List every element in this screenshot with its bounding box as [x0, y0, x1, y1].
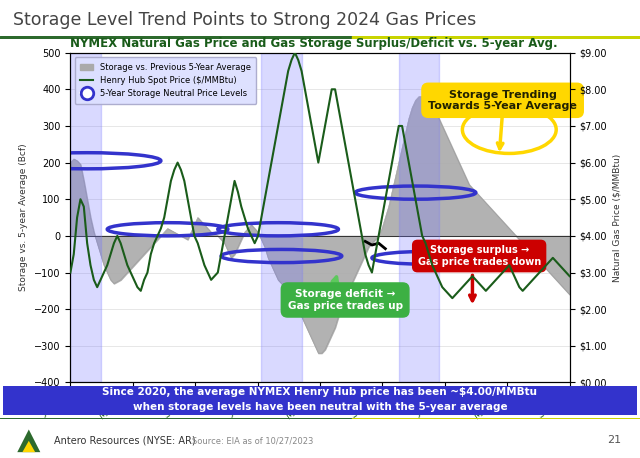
- Text: Storage Level Trend Points to Strong 2024 Gas Prices: Storage Level Trend Points to Strong 202…: [13, 11, 476, 29]
- Text: Storage surplus →
Gas price trades down: Storage surplus → Gas price trades down: [417, 245, 541, 267]
- Text: NYMEX Natural Gas Price and Gas Storage Surplus/Deficit vs. 5-year Avg.: NYMEX Natural Gas Price and Gas Storage …: [70, 37, 558, 50]
- Legend: Storage vs. Previous 5-Year Average, Henry Hub Spot Price ($/MMBtu), 5-Year Stor: Storage vs. Previous 5-Year Average, Hen…: [75, 57, 257, 104]
- Bar: [0, 36, 352, 39]
- Text: 21: 21: [607, 436, 621, 445]
- Y-axis label: Natural Gas Price ($/MMBtu): Natural Gas Price ($/MMBtu): [612, 153, 621, 282]
- Text: Antero Resources (NYSE: AR): Antero Resources (NYSE: AR): [54, 436, 196, 445]
- Bar: [352, 36, 640, 39]
- Bar: [70, 53, 100, 382]
- Text: Source: EIA as of 10/27/2023: Source: EIA as of 10/27/2023: [192, 436, 314, 445]
- Text: Storage deficit →
Gas price trades up: Storage deficit → Gas price trades up: [287, 289, 403, 311]
- Text: Storage Trending
Towards 5-Year Average: Storage Trending Towards 5-Year Average: [428, 89, 577, 111]
- Bar: [261, 53, 301, 382]
- Bar: [352, 418, 640, 419]
- FancyBboxPatch shape: [3, 387, 637, 415]
- Y-axis label: Storage vs. 5-year Average (Bcf): Storage vs. 5-year Average (Bcf): [19, 144, 29, 291]
- Text: Since 2020, the average NYMEX Henry Hub price has been ~$4.00/MMBtu
when storage: Since 2020, the average NYMEX Henry Hub …: [102, 387, 538, 412]
- Bar: [399, 53, 439, 382]
- Bar: [0, 418, 352, 419]
- Polygon shape: [17, 430, 40, 452]
- Polygon shape: [22, 441, 35, 452]
